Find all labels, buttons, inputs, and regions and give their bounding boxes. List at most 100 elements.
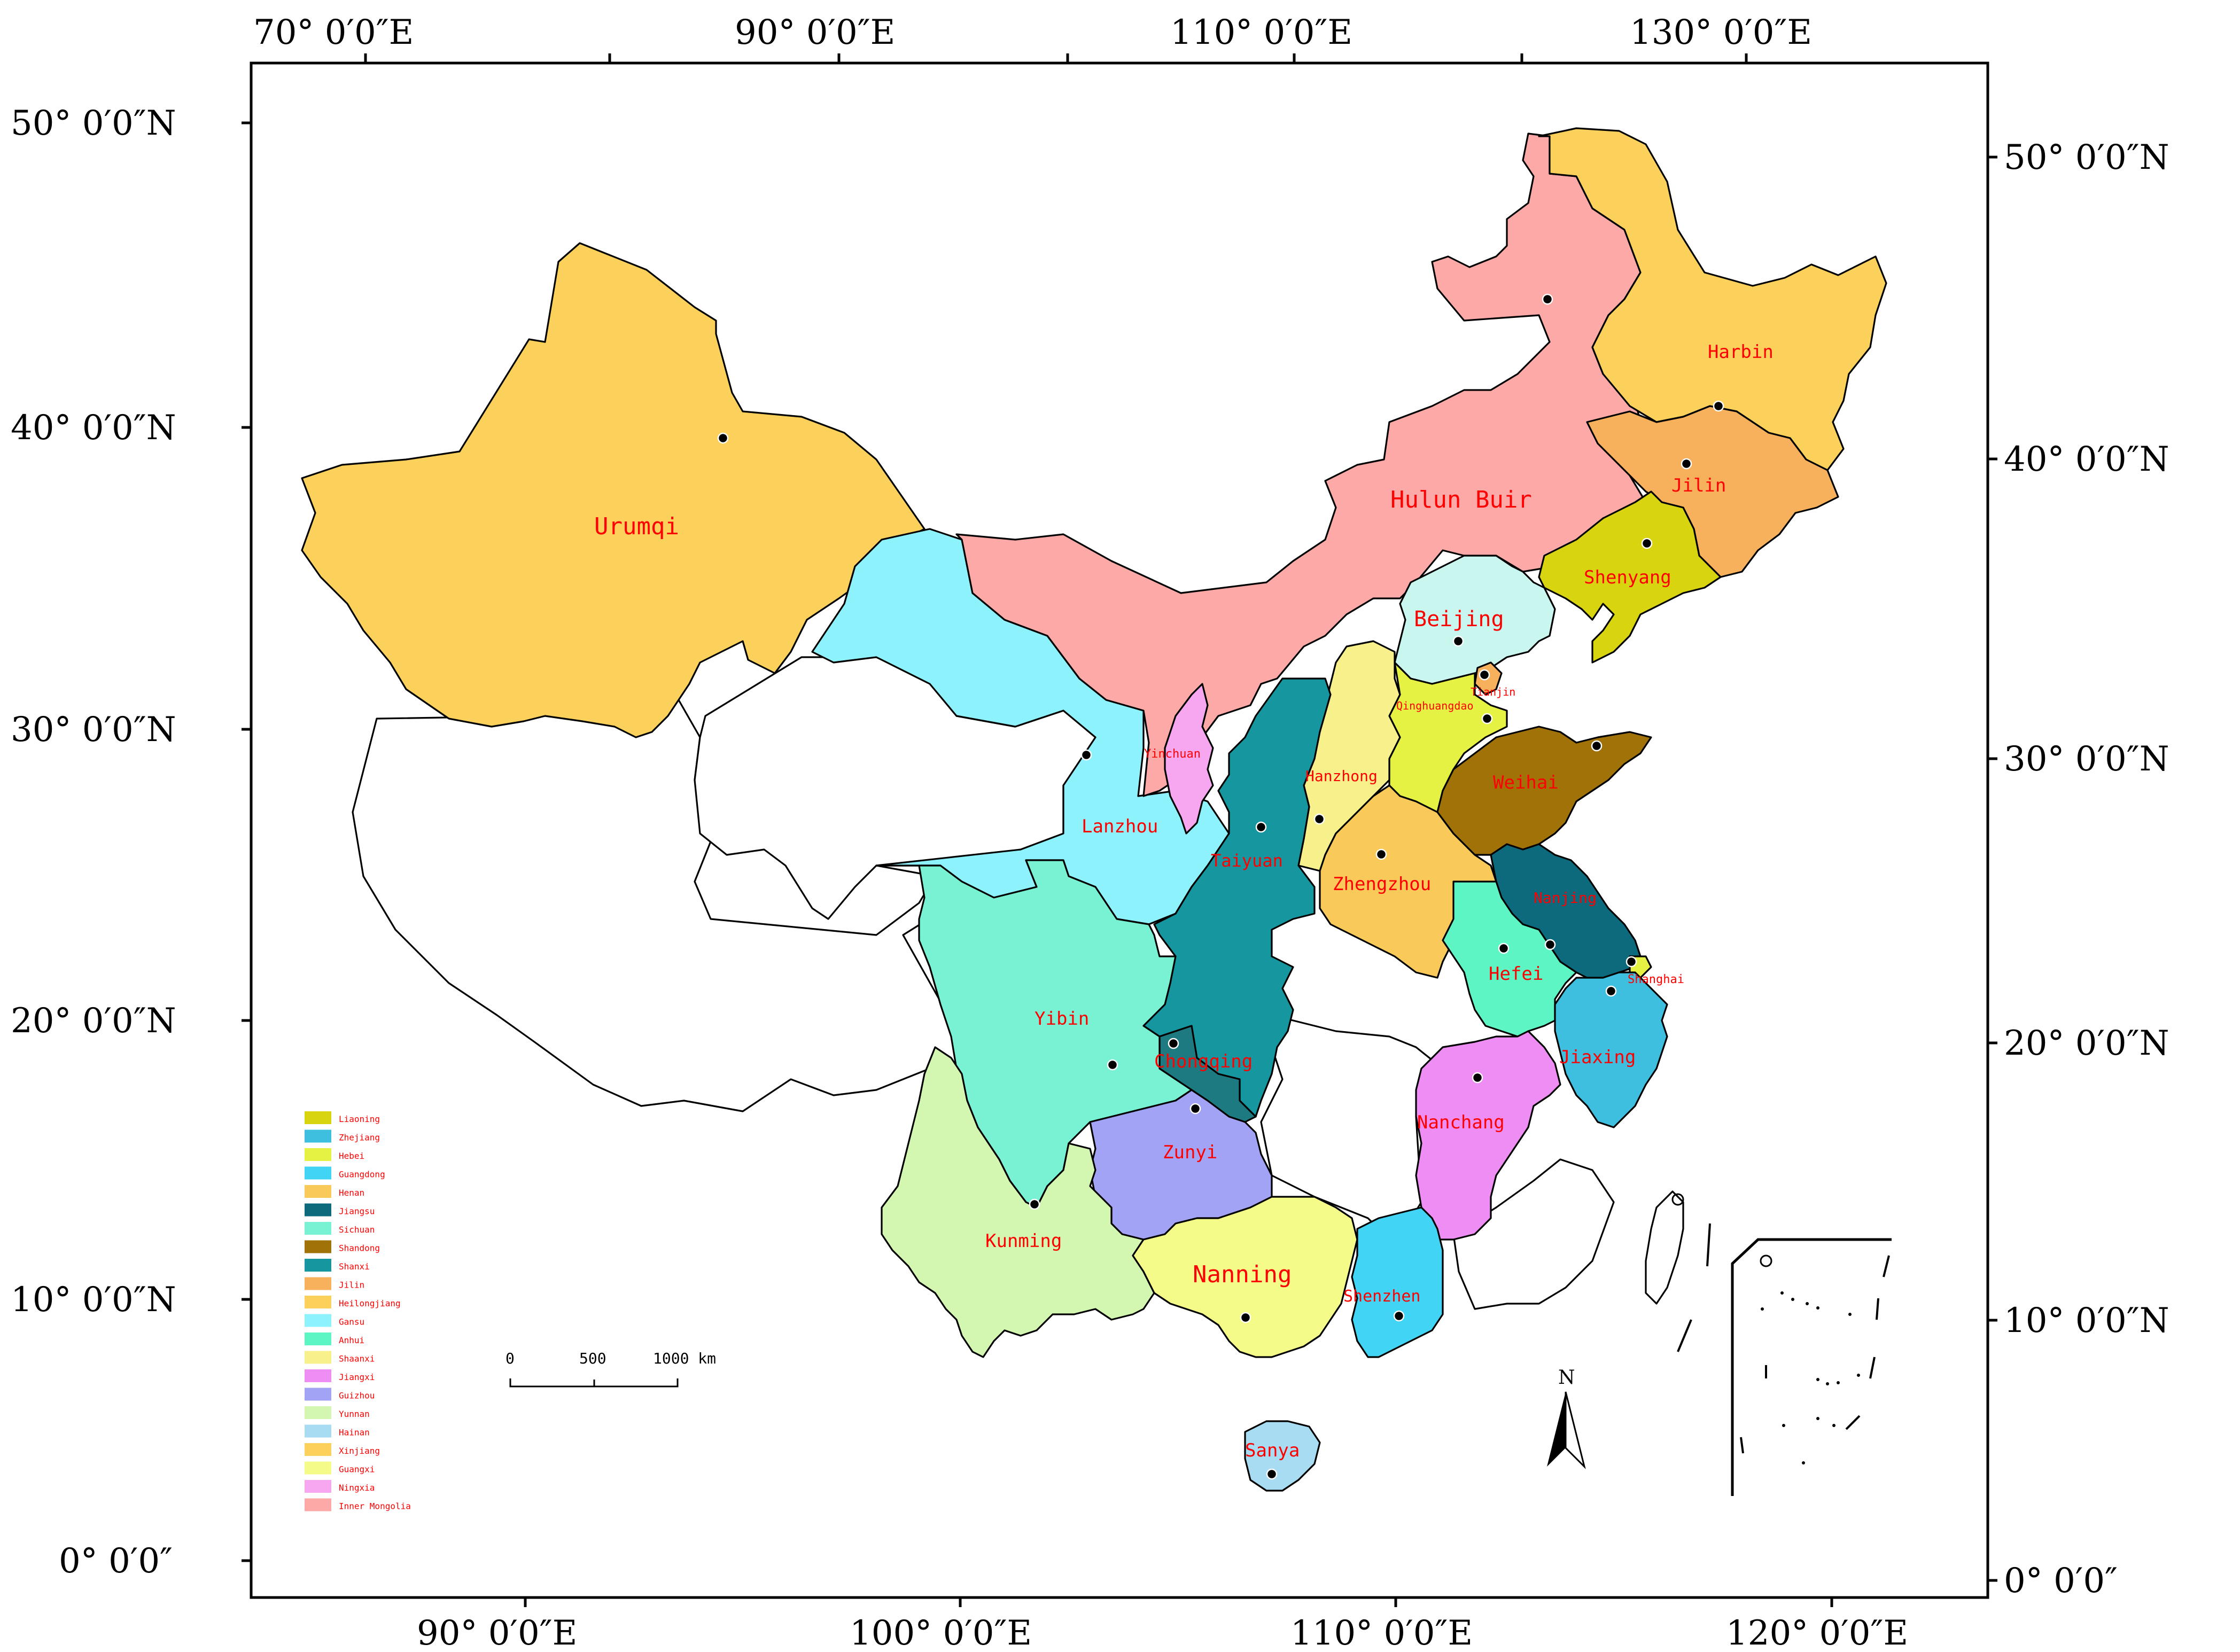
legend-swatch <box>305 1314 331 1327</box>
legend-item-liaoning: Liaoning <box>305 1111 380 1124</box>
city-label-shenzhen: Shenzhen <box>1343 1287 1421 1306</box>
legend-item-shanxi: Shanxi <box>305 1259 370 1272</box>
city-label-yibin: Yibin <box>1035 1008 1089 1030</box>
left-axis-label: 40° 0′0″N <box>11 408 176 448</box>
city-label-tianjin: Tianjin <box>1471 685 1515 698</box>
bottom-axis-label: 90° 0′0″E <box>417 1614 577 1652</box>
legend-swatch <box>305 1480 331 1493</box>
liaoning-region <box>1538 490 1722 664</box>
hainan-region <box>1244 1420 1321 1492</box>
legend-label: Ningxia <box>339 1483 375 1493</box>
scale-label: 1000 km <box>653 1350 716 1367</box>
weihai-marker <box>1591 740 1603 752</box>
hebei-beijing-region <box>1394 555 1556 685</box>
scale-label: 0 <box>505 1350 515 1367</box>
legend-item-guangxi: Guangxi <box>305 1461 375 1475</box>
shenyang-marker <box>1641 537 1653 549</box>
legend-swatch <box>305 1277 331 1290</box>
legend-label: Hebei <box>339 1151 364 1161</box>
legend: Liaoning Zhejiang Hebei Guangdong Henan … <box>305 1111 411 1511</box>
legend-item-shandong: Shandong <box>305 1240 380 1253</box>
north-label: N <box>1558 1367 1575 1389</box>
jilin-marker <box>1681 458 1692 470</box>
legend-item-jilin: Jilin <box>305 1277 364 1290</box>
legend-label: Henan <box>339 1188 364 1198</box>
right-axis-label: 0° 0′0″ <box>2004 1561 2118 1601</box>
qinghuangdao-marker <box>1481 713 1493 724</box>
legend-label: Hainan <box>339 1428 370 1438</box>
harbin-marker <box>1713 400 1724 412</box>
legend-label: Sichuan <box>339 1225 375 1235</box>
bottom-axis-label: 120° 0′0″E <box>1726 1614 1908 1652</box>
legend-swatch <box>305 1259 331 1272</box>
legend-label: Heilongjiang <box>339 1298 401 1308</box>
top-axis-ticks <box>364 53 1748 63</box>
city-label-hanzhong: Hanzhong <box>1305 767 1378 785</box>
city-label-hefei: Hefei <box>1489 963 1543 985</box>
legend-item-shaanxi: Shaanxi <box>305 1351 375 1364</box>
legend-swatch <box>305 1203 331 1217</box>
legend-label: Yunnan <box>339 1409 370 1419</box>
legend-swatch <box>305 1129 331 1143</box>
legend-swatch <box>305 1111 331 1124</box>
city-label-taiyuan: Taiyuan <box>1211 851 1283 871</box>
jiaxing-marker <box>1605 985 1617 997</box>
legend-item-guizhou: Guizhou <box>305 1388 375 1401</box>
kunming-marker <box>1029 1198 1040 1210</box>
legend-swatch <box>305 1498 331 1511</box>
zhengzhou-marker <box>1375 848 1387 860</box>
chongqing-marker <box>1168 1038 1179 1049</box>
hanzhong-marker <box>1313 813 1325 825</box>
left-axis-label: 20° 0′0″N <box>11 1001 176 1041</box>
right-axis-label: 50° 0′0″N <box>2004 138 2169 177</box>
scale-bar: 0 500 1000 km <box>505 1350 716 1388</box>
city-label-shenyang: Shenyang <box>1584 567 1671 588</box>
left-axis-label: 10° 0′0″N <box>11 1280 176 1320</box>
right-axis-label: 40° 0′0″N <box>2004 440 2169 479</box>
legend-label: Inner Mongolia <box>339 1501 411 1511</box>
zunyi-marker <box>1189 1103 1201 1115</box>
city-label-zhengzhou: Zhengzhou <box>1333 874 1431 895</box>
left-axis-labels: 50° 0′0″N 40° 0′0″N 30° 0′0″N 20° 0′0″N … <box>11 104 176 1581</box>
legend-swatch <box>305 1369 331 1382</box>
legend-label: Zhejiang <box>339 1133 380 1143</box>
legend-item-gansu: Gansu <box>305 1314 364 1327</box>
city-label-urumqi: Urumqi <box>594 513 679 540</box>
top-axis-label: 90° 0′0″E <box>735 13 895 52</box>
city-label-nanchang: Nanchang <box>1417 1112 1505 1133</box>
province-regions <box>301 127 1887 1492</box>
urumqi-marker <box>717 432 729 444</box>
north-arrow: N <box>1547 1367 1586 1469</box>
guangdong-region <box>1351 1206 1444 1358</box>
legend-label: Guangdong <box>339 1170 385 1180</box>
left-axis-ticks <box>242 121 251 1562</box>
top-axis-labels: 70° 0′0″E 90° 0′0″E 110° 0′0″E 130° 0′0″… <box>253 13 1812 52</box>
city-label-jiaxing: Jiaxing <box>1559 1047 1636 1068</box>
hulun-buir-marker <box>1542 293 1553 305</box>
bottom-axis-label: 110° 0′0″E <box>1290 1614 1473 1652</box>
city-label-shanghai: Shanghai <box>1628 973 1684 986</box>
legend-label: Anhui <box>339 1335 364 1345</box>
legend-label: Jiangsu <box>339 1206 375 1217</box>
legend-item-henan: Henan <box>305 1185 364 1198</box>
bottom-axis-label: 100° 0′0″E <box>850 1614 1032 1652</box>
city-label-chongqing: Chongqing <box>1154 1051 1253 1072</box>
legend-label: Jiangxi <box>339 1372 375 1382</box>
legend-swatch <box>305 1461 331 1475</box>
left-axis-label: 50° 0′0″N <box>11 104 176 143</box>
legend-label: Shanxi <box>339 1261 370 1272</box>
left-axis-label: 30° 0′0″N <box>11 710 176 750</box>
legend-swatch <box>305 1185 331 1198</box>
right-axis-ticks <box>1988 155 1997 1582</box>
beijing-marker <box>1452 635 1464 647</box>
right-axis-label: 20° 0′0″N <box>2004 1024 2169 1063</box>
ningxia-region <box>1164 683 1214 835</box>
legend-item-heilongjiang: Heilongjiang <box>305 1296 401 1308</box>
right-axis-labels: 50° 0′0″N 40° 0′0″N 30° 0′0″N 20° 0′0″N … <box>2004 138 2169 1601</box>
legend-swatch <box>305 1424 331 1438</box>
legend-label: Liaoning <box>339 1114 380 1124</box>
sanya-marker <box>1266 1468 1278 1480</box>
hefei-marker <box>1498 942 1510 954</box>
legend-item-hainan: Hainan <box>305 1424 370 1438</box>
